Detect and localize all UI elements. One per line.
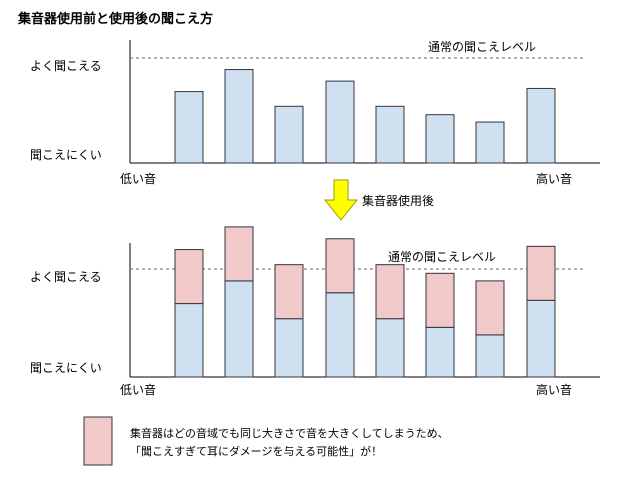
top-bar-6 [425, 114, 455, 164]
bottom-bar-base-8 [526, 299, 556, 378]
top-bar-8 [526, 87, 556, 164]
bottom-bar-boost-4 [325, 238, 355, 294]
top-bar-1 [174, 91, 204, 164]
bottom-bar-boost-2 [224, 226, 254, 282]
down-arrow-icon [323, 179, 359, 221]
bottom-bar-boost-8 [526, 245, 556, 301]
bottom-x-high-label: 高い音 [536, 383, 573, 397]
top-bar-2 [224, 69, 254, 164]
top-bar-4 [325, 80, 355, 164]
legend-text-line1: 集音器はどの音域でも同じ大きさで音を大きくしてしまうため、 [130, 427, 449, 440]
top-y-low-label: 聞こえにくい [30, 148, 102, 162]
arrow-label: 集音器使用後 [362, 194, 435, 208]
legend-text-line2: 「聞こえすぎて耳にダメージを与える可能性」が！ [130, 445, 383, 458]
top-y-high-label: よく聞こえる [30, 59, 102, 73]
bottom-normal-level-label: 通常の聞こえレベル [388, 250, 497, 264]
bottom-bar-base-1 [174, 303, 204, 378]
bottom-x-low-label: 低い音 [120, 383, 157, 397]
bottom-bar-base-2 [224, 280, 254, 378]
bottom-bar-boost-7 [475, 280, 505, 336]
legend-swatch [83, 416, 113, 466]
bottom-y-low-label: 聞こえにくい [30, 361, 102, 375]
bottom-chart [129, 226, 600, 378]
top-chart [129, 40, 600, 164]
bottom-y-high-label: よく聞こえる [30, 270, 102, 284]
top-bar-7 [475, 121, 505, 164]
bottom-bar-base-6 [425, 326, 455, 378]
bottom-bar-boost-6 [425, 272, 455, 328]
top-x-low-label: 低い音 [120, 172, 157, 186]
top-bar-3 [274, 105, 304, 164]
top-bar-5 [375, 105, 405, 164]
top-normal-level-label: 通常の聞こえレベル [428, 40, 537, 54]
bottom-bar-base-3 [274, 318, 304, 378]
page-title: 集音器使用前と使用後の聞こえ方 [18, 12, 214, 27]
bottom-chart-bars [174, 226, 556, 378]
bottom-bar-base-5 [375, 318, 405, 378]
bottom-bar-boost-1 [174, 249, 204, 305]
bottom-bar-base-7 [475, 334, 505, 378]
bottom-bar-boost-5 [375, 264, 405, 320]
top-x-high-label: 高い音 [536, 172, 573, 186]
top-chart-bars [174, 69, 556, 164]
bottom-bar-base-4 [325, 292, 355, 378]
bottom-bar-boost-3 [274, 264, 304, 320]
